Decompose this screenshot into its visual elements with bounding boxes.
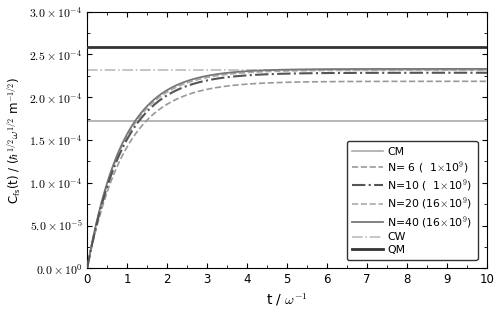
Legend: CM, N= 6 (  1$\times$10$^{9}$), N=10 (  1$\times$10$^{9}$), N=20 (16$\times$10$^: CM, N= 6 ( 1$\times$10$^{9}$), N=10 ( 1$… [347,141,478,260]
X-axis label: t / $\omega^{-1}$: t / $\omega^{-1}$ [266,292,308,308]
Y-axis label: C$_{\mathsf{fs}}$(t) / ($\hbar^{1/2}\omega^{1/2}$ m$^{-1/2}$): C$_{\mathsf{fs}}$(t) / ($\hbar^{1/2}\ome… [6,76,24,204]
